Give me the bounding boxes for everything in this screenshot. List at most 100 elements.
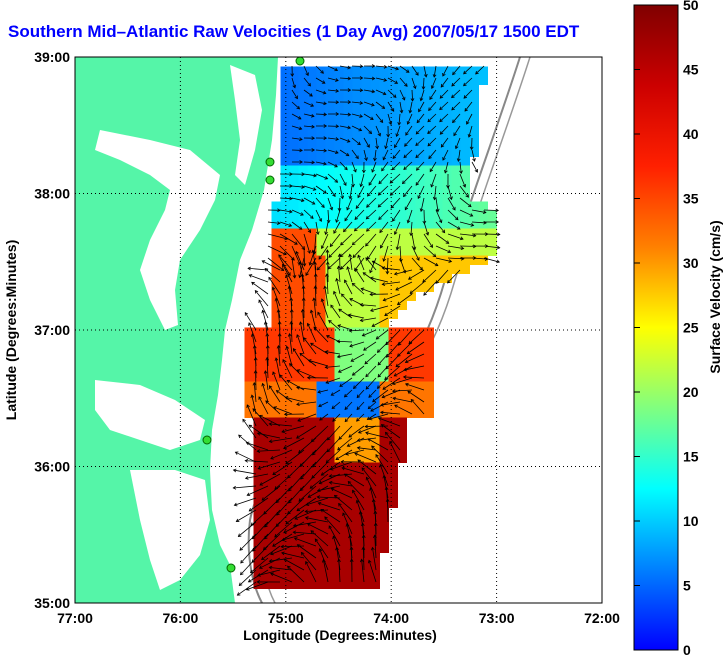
- arrow-head: [298, 261, 302, 266]
- arrow-head: [452, 71, 456, 76]
- arrow-icon: [439, 125, 449, 135]
- arrow-head: [496, 259, 501, 264]
- arrow-icon: [326, 449, 341, 463]
- velocity-cell: [280, 75, 290, 85]
- velocity-cell: [289, 507, 299, 517]
- arrow-icon: [399, 89, 406, 101]
- arrow-head: [296, 402, 300, 407]
- arrow-head: [335, 277, 339, 282]
- arrow-head: [447, 279, 451, 284]
- arrow-head: [432, 253, 437, 258]
- arrow-icon: [459, 173, 466, 188]
- velocity-cell: [262, 435, 272, 445]
- arrow-icon: [303, 101, 314, 107]
- arrow-icon: [405, 125, 413, 136]
- arrow-icon: [337, 324, 353, 331]
- arrow-head: [452, 206, 456, 211]
- arrow-icon: [300, 461, 317, 480]
- velocity-cell: [343, 507, 353, 517]
- arrow-icon: [365, 432, 389, 439]
- velocity-cell: [316, 417, 326, 427]
- velocity-cell: [271, 579, 281, 589]
- arrow-icon: [354, 268, 365, 283]
- velocity-cell: [370, 354, 380, 364]
- velocity-cell: [298, 534, 308, 544]
- velocity-cell: [361, 462, 371, 472]
- arrow-icon: [407, 341, 425, 354]
- arrow-head: [453, 132, 457, 137]
- arrow-head: [425, 231, 430, 236]
- arrow-icon: [341, 467, 365, 475]
- velocity-cell: [280, 165, 290, 175]
- velocity-cell: [280, 381, 290, 391]
- arrow-head: [337, 558, 341, 563]
- velocity-cell: [280, 147, 290, 157]
- arrow-head: [397, 121, 402, 126]
- velocity-cell: [397, 381, 407, 391]
- velocity-cell: [316, 156, 326, 166]
- velocity-cell: [280, 156, 290, 166]
- arrow-head: [232, 468, 237, 473]
- arrow-icon: [368, 173, 377, 186]
- arrow-icon: [407, 209, 413, 223]
- arrow-head: [289, 320, 294, 325]
- velocity-cell: [253, 417, 263, 427]
- velocity-cell: [361, 426, 371, 436]
- arrow-head: [393, 271, 398, 276]
- velocity-cell: [253, 381, 263, 391]
- velocity-cell: [451, 219, 461, 229]
- arrow-head: [412, 246, 417, 251]
- velocity-cell: [298, 390, 308, 400]
- arrow-icon: [246, 442, 269, 451]
- arrow-head: [430, 183, 434, 188]
- arrow-icon: [303, 77, 311, 87]
- velocity-cell: [298, 183, 308, 193]
- velocity-cell: [343, 291, 353, 301]
- arrow-head: [336, 339, 341, 344]
- velocity-cell: [253, 363, 263, 373]
- arrow-head: [368, 130, 373, 135]
- colorbar-tick-label: 25: [683, 320, 699, 336]
- velocity-cell: [343, 174, 353, 184]
- arrow-head: [472, 158, 476, 162]
- arrow-icon: [453, 125, 461, 136]
- velocity-cell: [379, 336, 389, 346]
- arrow-icon: [314, 538, 329, 559]
- arrow-head: [247, 578, 252, 583]
- velocity-cell: [397, 363, 407, 373]
- arrow-icon: [325, 365, 341, 368]
- velocity-cell: [307, 75, 317, 85]
- velocity-cell: [415, 111, 425, 121]
- arrow-icon: [339, 137, 350, 143]
- arrow-icon: [291, 209, 304, 216]
- arrow-head: [365, 215, 370, 220]
- arrow-head: [456, 226, 461, 230]
- arrow-head: [318, 480, 323, 485]
- arrow-icon: [338, 365, 353, 373]
- velocity-cell: [325, 129, 335, 139]
- arrow-icon: [283, 558, 305, 571]
- arrow-icon: [286, 346, 293, 367]
- arrow-icon: [303, 65, 309, 76]
- velocity-cell: [388, 381, 398, 391]
- arrow-icon: [262, 310, 269, 331]
- velocity-cell: [298, 219, 308, 229]
- velocity-cell: [388, 192, 398, 202]
- velocity-cell: [397, 237, 407, 247]
- arrow-head: [283, 251, 287, 256]
- arrow-icon: [340, 245, 353, 257]
- arrow-icon: [329, 481, 353, 487]
- arrow-icon: [285, 449, 305, 465]
- velocity-cell: [397, 246, 407, 256]
- velocity-cell: [289, 93, 299, 103]
- arrow-icon: [233, 469, 257, 475]
- velocity-cell: [343, 462, 353, 472]
- velocity-cell: [388, 246, 398, 256]
- arrow-icon: [302, 309, 305, 331]
- arrow-icon: [392, 161, 401, 170]
- velocity-cell: [379, 192, 389, 202]
- arrow-icon: [378, 173, 389, 184]
- arrow-icon: [392, 149, 401, 159]
- arrow-icon: [303, 221, 311, 233]
- velocity-cell: [325, 309, 335, 319]
